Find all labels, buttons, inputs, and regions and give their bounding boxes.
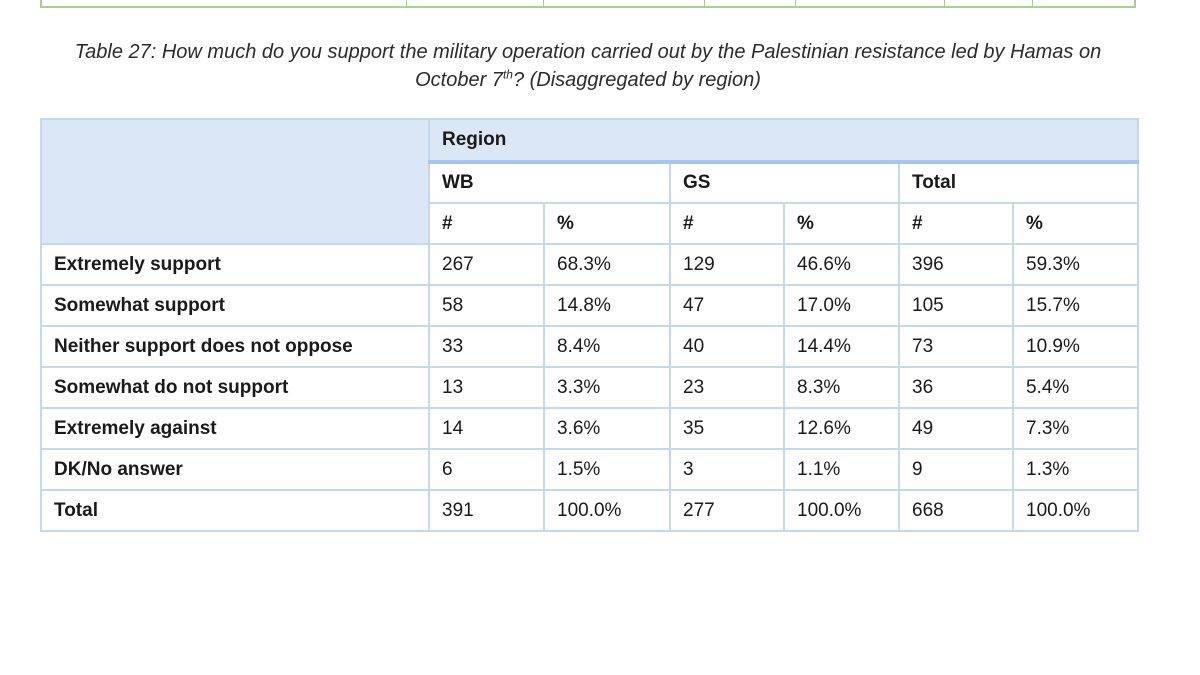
table-cell: 100.0% [543,489,671,532]
caption-line-2: October 7th? (Disaggregated by region) [40,66,1136,94]
table-cell: 100.0% [783,489,900,532]
table-cell: 59.3% [1011,243,1140,286]
table-cell: 12.6% [783,407,900,450]
table-cell: 14.8% [543,284,671,327]
table-cell: 1.3% [1011,448,1140,491]
table-row: Extremely against 14 3.6% 35 12.6% 49 7.3% [40,407,1140,450]
header-row-groups: WB GS Total [41,161,1140,204]
table-cell: 1.5% [543,448,671,491]
table-cell: 68.3% [543,243,671,286]
table-cell: 9 [898,448,1014,491]
table-cell: 7.3% [1011,407,1140,450]
table-cell: 73 [898,325,1014,368]
region-table: Region WB GS Total # % # % # % Extremely… [40,118,1140,532]
subheader-cell: # [428,202,545,245]
table-cell: 40 [669,325,785,368]
row-label: DK/No answer [40,448,430,491]
header-row-region: Region [40,118,1140,245]
table-caption: Table 27: How much do you support the mi… [40,38,1136,94]
table-row: Neither support does not oppose 33 8.4% 40 1… [40,325,1140,368]
table-cell: 391 [428,489,545,532]
table-cell: 14 [428,407,545,450]
table-cell: 58 [428,284,545,327]
blank-header-cell [40,118,430,245]
caption-line-1: Table 27: How much do you support the mi… [74,41,1102,63]
row-label: Somewhat support [40,284,430,327]
table-row: Total 391 100.0% 277 100.0% 668 100.0% [40,489,1140,532]
row-label: Extremely support [40,243,430,286]
subheader-cell: % [543,202,671,245]
table-cell: 3.6% [543,407,671,450]
table-cell: 5.4% [1011,366,1140,409]
table-cell: 129 [669,243,785,286]
group-header-wb: WB [428,161,671,204]
table-row: Extremely support 267 68.3% 129 46.6% 396 59.3… [40,243,1140,286]
group-header-total: Total [897,161,1140,204]
previous-table-divider [1032,0,1033,8]
previous-table-divider [704,0,705,8]
previous-table-divider [543,0,544,8]
table-cell: 105 [898,284,1014,327]
table-cell: 668 [898,489,1014,532]
table-cell: 15.7% [1011,284,1140,327]
table-cell: 47 [669,284,785,327]
table-cell: 17.0% [783,284,900,327]
row-label: Somewhat do not support [40,366,430,409]
subheader-cell: % [783,202,900,245]
table-cell: 8.4% [543,325,671,368]
caption-superscript: th [502,67,513,82]
row-label: Neither support does not oppose [40,325,430,368]
header-row-subheaders: # % # % # % [41,202,1140,245]
table-cell: 33 [428,325,545,368]
table-cell: 267 [428,243,545,286]
table-cell: 35 [669,407,785,450]
previous-table-divider [406,0,407,8]
table-cell: 23 [669,366,785,409]
table-cell: 49 [898,407,1014,450]
table-cell: 3.3% [543,366,671,409]
row-label: Extremely against [40,407,430,450]
group-header-gs: GS [669,161,900,204]
subheader-cell: # [898,202,1014,245]
row-label: Total [40,489,430,532]
table-cell: 396 [898,243,1014,286]
table-row: DK/No answer 6 1.5% 3 1.1% 9 1.3% [40,448,1140,491]
table-cell: 6 [428,448,545,491]
table-cell: 100.0% [1011,489,1140,532]
caption-line-2-start: October 7 [415,69,503,91]
table-cell: 277 [669,489,785,532]
table-cell: 1.1% [783,448,900,491]
previous-table-divider [795,0,796,8]
previous-table-divider [944,0,945,8]
region-header: Region [427,118,1140,164]
table-row: Somewhat do not support 13 3.3% 23 8.3% 36 5.4… [40,366,1140,409]
table-cell: 46.6% [783,243,900,286]
table-cell: 8.3% [783,366,900,409]
subheader-cell: # [669,202,785,245]
previous-table-edge [40,0,1136,8]
table-cell: 13 [428,366,545,409]
table-cell: 3 [669,448,785,491]
subheader-cell: % [1011,202,1140,245]
table-cell: 14.4% [783,325,900,368]
table-cell: 10.9% [1011,325,1140,368]
table-row: Somewhat support 58 14.8% 47 17.0% 105 15.7% [40,284,1140,327]
caption-line-2-end: ? (Disaggregated by region) [512,69,761,91]
table-cell: 36 [898,366,1014,409]
